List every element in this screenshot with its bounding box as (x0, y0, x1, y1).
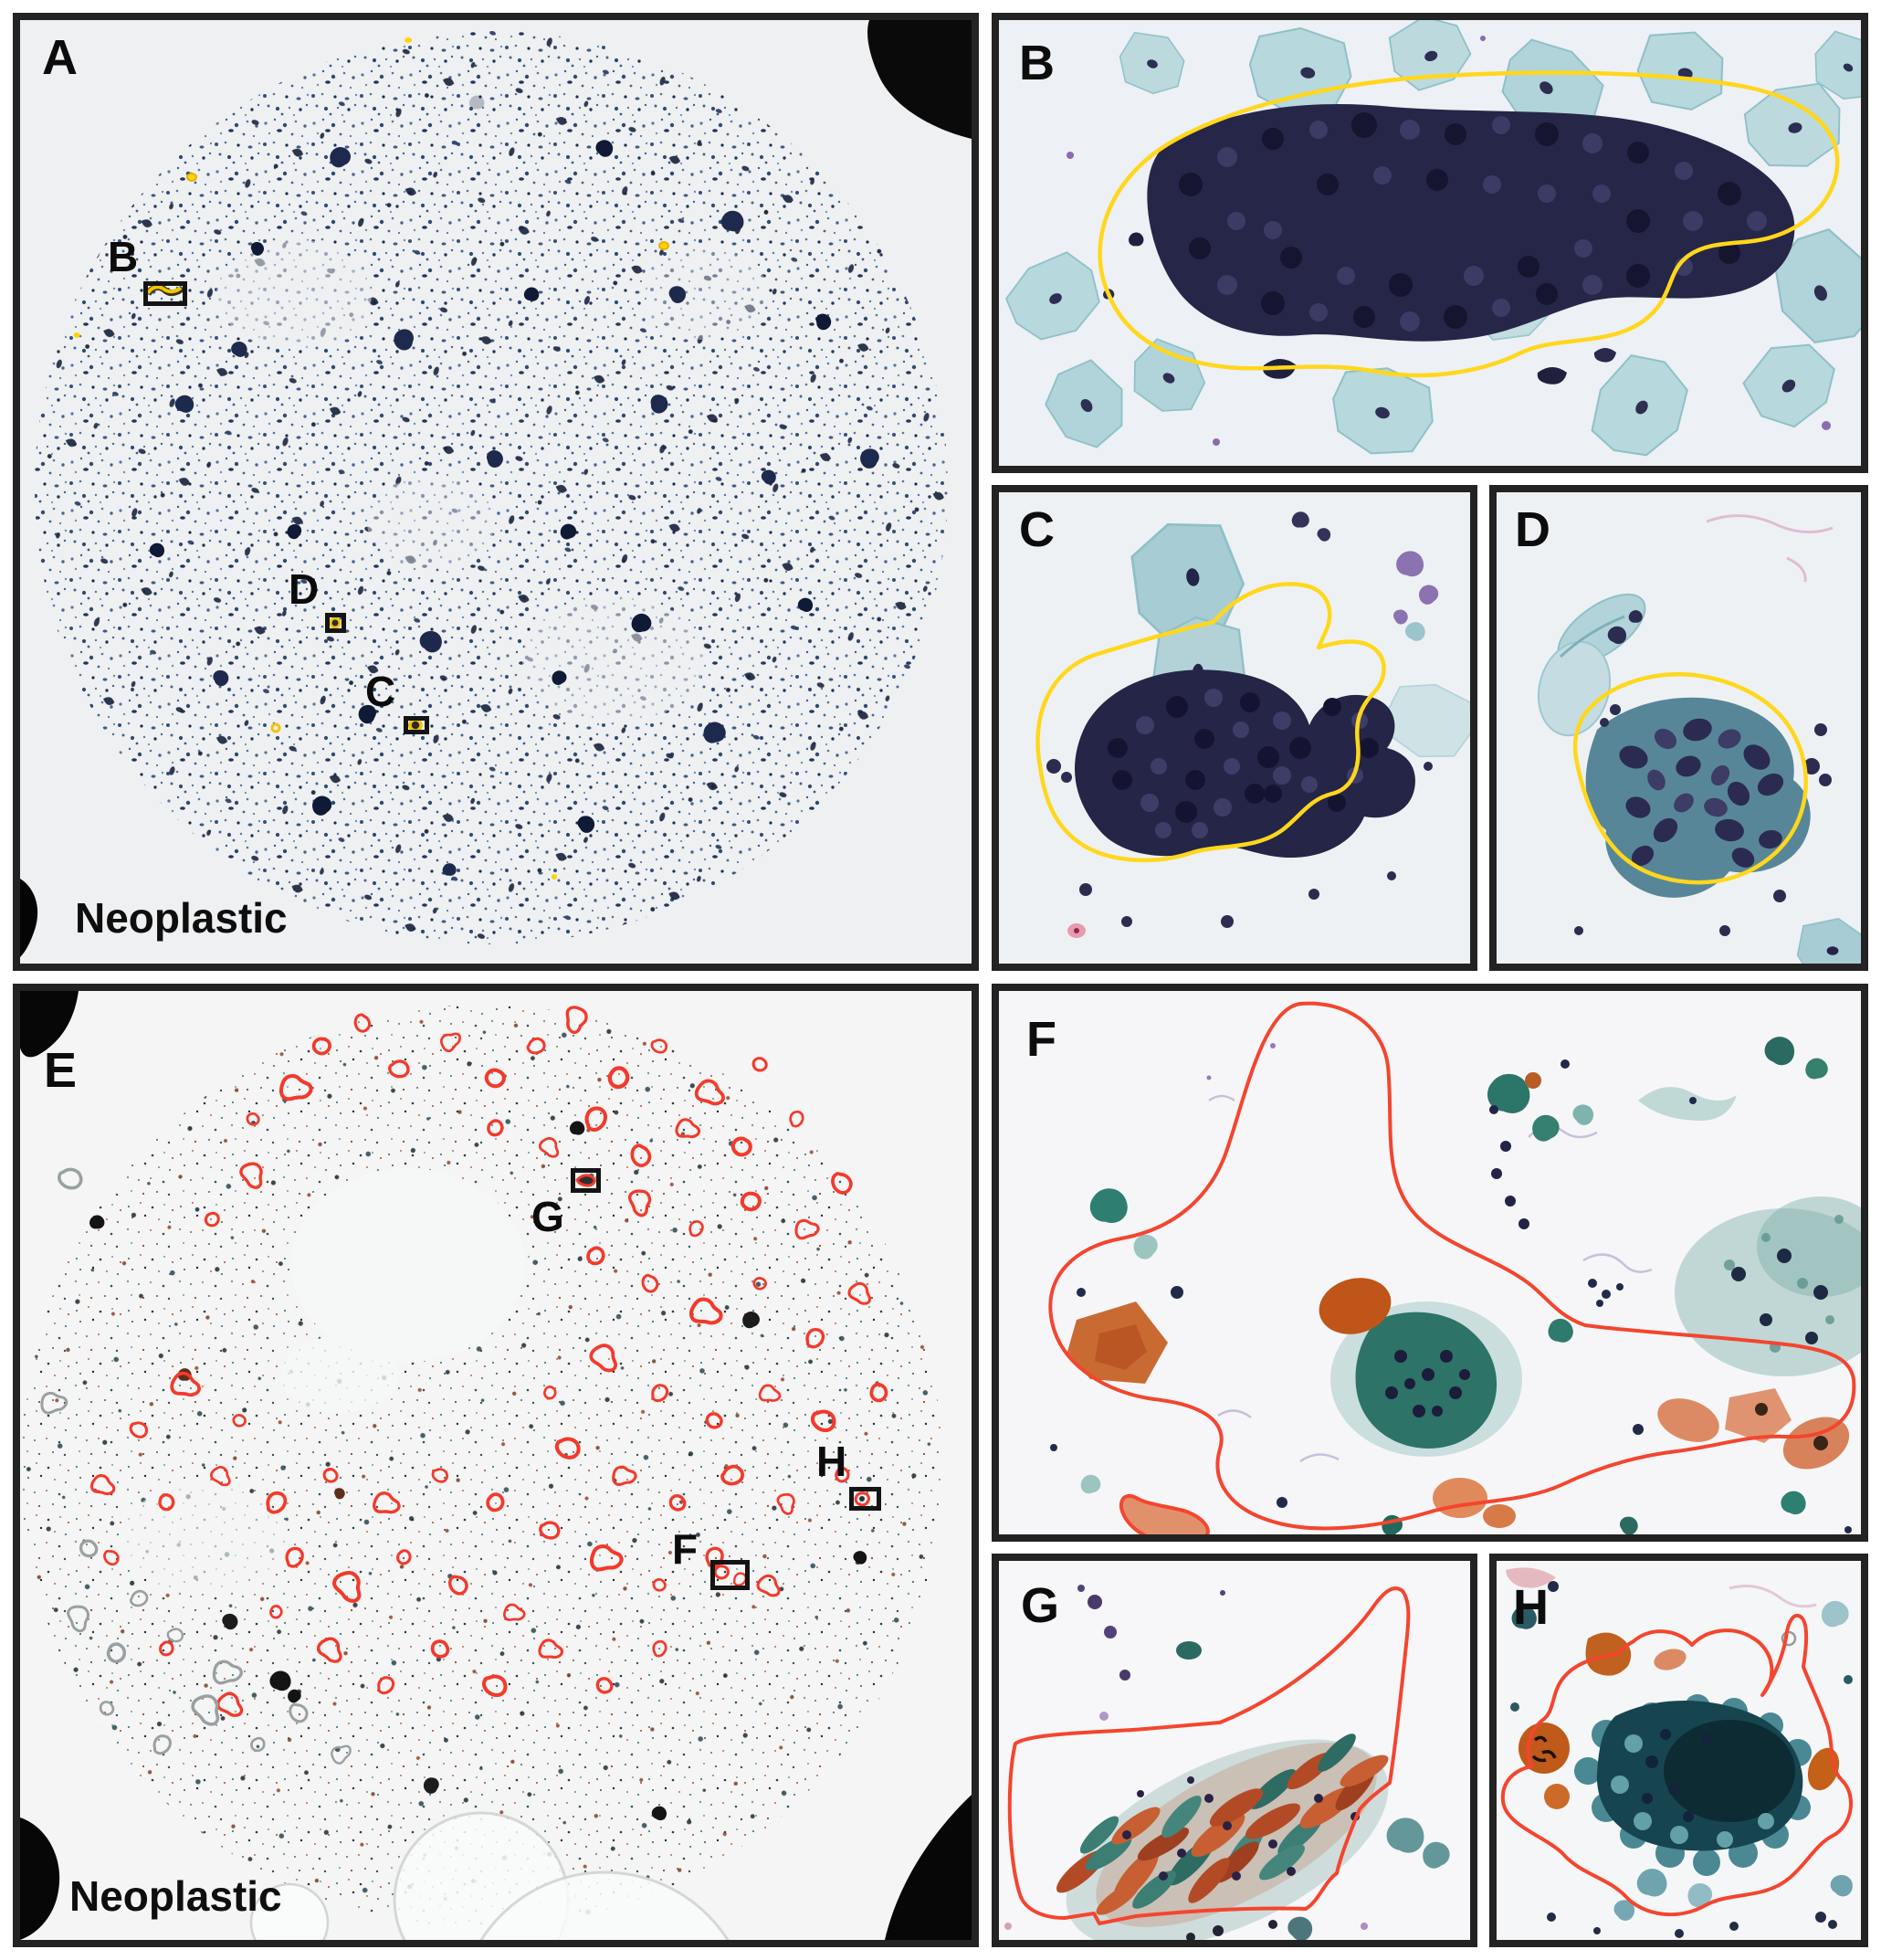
panel-c: C (992, 485, 1477, 971)
neoplastic-outline-g (1007, 1586, 1411, 1925)
inset-box-g-label: G (531, 1193, 564, 1240)
panel-h-micrograph (1497, 1561, 1861, 1940)
panel-d-micrograph (1497, 492, 1861, 964)
inset-box-c (404, 716, 429, 734)
scattered-cells (1046, 759, 1433, 928)
yellow-specks (73, 37, 669, 880)
tumor-cell-cluster (1574, 1694, 1812, 1876)
pink-smear (1506, 1567, 1556, 1588)
inset-box-h (849, 1487, 881, 1511)
panel-d: D (1489, 485, 1868, 971)
slide-corner-mark-bottomleft (20, 879, 38, 957)
tumor-cell-cluster (1075, 669, 1415, 858)
panel-e-caption: Neoplastic (69, 1872, 282, 1920)
surrounding-cells (1509, 1581, 1857, 1938)
orange-keratinized-cells (1067, 1278, 1850, 1534)
inset-box-c-label: C (365, 668, 396, 715)
neoplastic-outline-h (1500, 1613, 1854, 1917)
panel-e-wholeslide-image (20, 991, 972, 1940)
panel-a-wholeslide-image (20, 20, 972, 964)
panel-b-micrograph (999, 20, 1861, 466)
panel-g: G (992, 1554, 1477, 1947)
panel-h: H (1489, 1554, 1868, 1947)
inset-box-b (143, 281, 187, 306)
neoplastic-outline-d (1572, 672, 1808, 885)
panel-b-label: B (1019, 36, 1055, 90)
inset-box-h-label: H (816, 1438, 847, 1485)
panel-c-micrograph (999, 492, 1470, 964)
panel-e: E G F H Neoplastic (13, 984, 979, 1947)
inset-box-g (571, 1168, 601, 1193)
inset-box-d (325, 613, 346, 633)
tumor-cell-cluster (1103, 104, 1795, 385)
panel-g-label: G (1021, 1578, 1060, 1633)
air-bubbles (249, 1811, 730, 1940)
panel-a-caption: Neoplastic (75, 894, 288, 942)
teal-cell-groups (1078, 1030, 1861, 1534)
cells-outside-outline (1004, 1812, 1455, 1940)
panel-b: B (992, 13, 1868, 473)
gray-ring (1781, 1630, 1797, 1647)
panel-d-label: D (1515, 502, 1550, 557)
pink-wisps (1706, 514, 1834, 583)
panel-a-label: A (42, 30, 78, 85)
slide-corner-mark-topleft (20, 991, 79, 1058)
folded-squamous-cell (1537, 593, 1646, 737)
satellite-cells (1574, 704, 1832, 936)
panel-c-label: C (1019, 502, 1055, 557)
panel-a: A B D C Neoplastic (13, 13, 979, 971)
neoplastic-outline-b (1098, 70, 1840, 378)
scattered-nuclei-topleft (1077, 1585, 1225, 1721)
panel-g-micrograph (999, 1561, 1470, 1940)
slide-corner-mark-topright (867, 20, 972, 139)
inset-target-marks (575, 1174, 871, 1589)
specimen-circle (35, 31, 948, 944)
specimen-circle (20, 1005, 942, 1927)
panel-f: F (992, 984, 1868, 1542)
inset-box-d-label: D (289, 565, 320, 613)
spindle-cell-bundle (1056, 1733, 1389, 1940)
panel-f-label: F (1026, 1012, 1056, 1067)
inset-box-f-label: F (672, 1525, 699, 1573)
slide-corner-mark-bottomleft (20, 1818, 60, 1940)
panel-e-label: E (44, 1043, 78, 1098)
squamous-cells (999, 20, 1861, 466)
inset-box-f (710, 1560, 750, 1590)
tumor-cell-cluster (1585, 697, 1811, 898)
neoplastic-outline-f (1048, 1001, 1856, 1534)
inset-box-b-label: B (108, 233, 139, 280)
scattered-nuclei (1050, 1043, 1852, 1533)
panel-f-micrograph (999, 991, 1861, 1534)
slide-corner-mark-bottomright (885, 1795, 972, 1940)
neoplastic-outline-c (1035, 582, 1386, 863)
debris-specks (1067, 36, 1831, 446)
panel-h-label: H (1513, 1580, 1549, 1635)
